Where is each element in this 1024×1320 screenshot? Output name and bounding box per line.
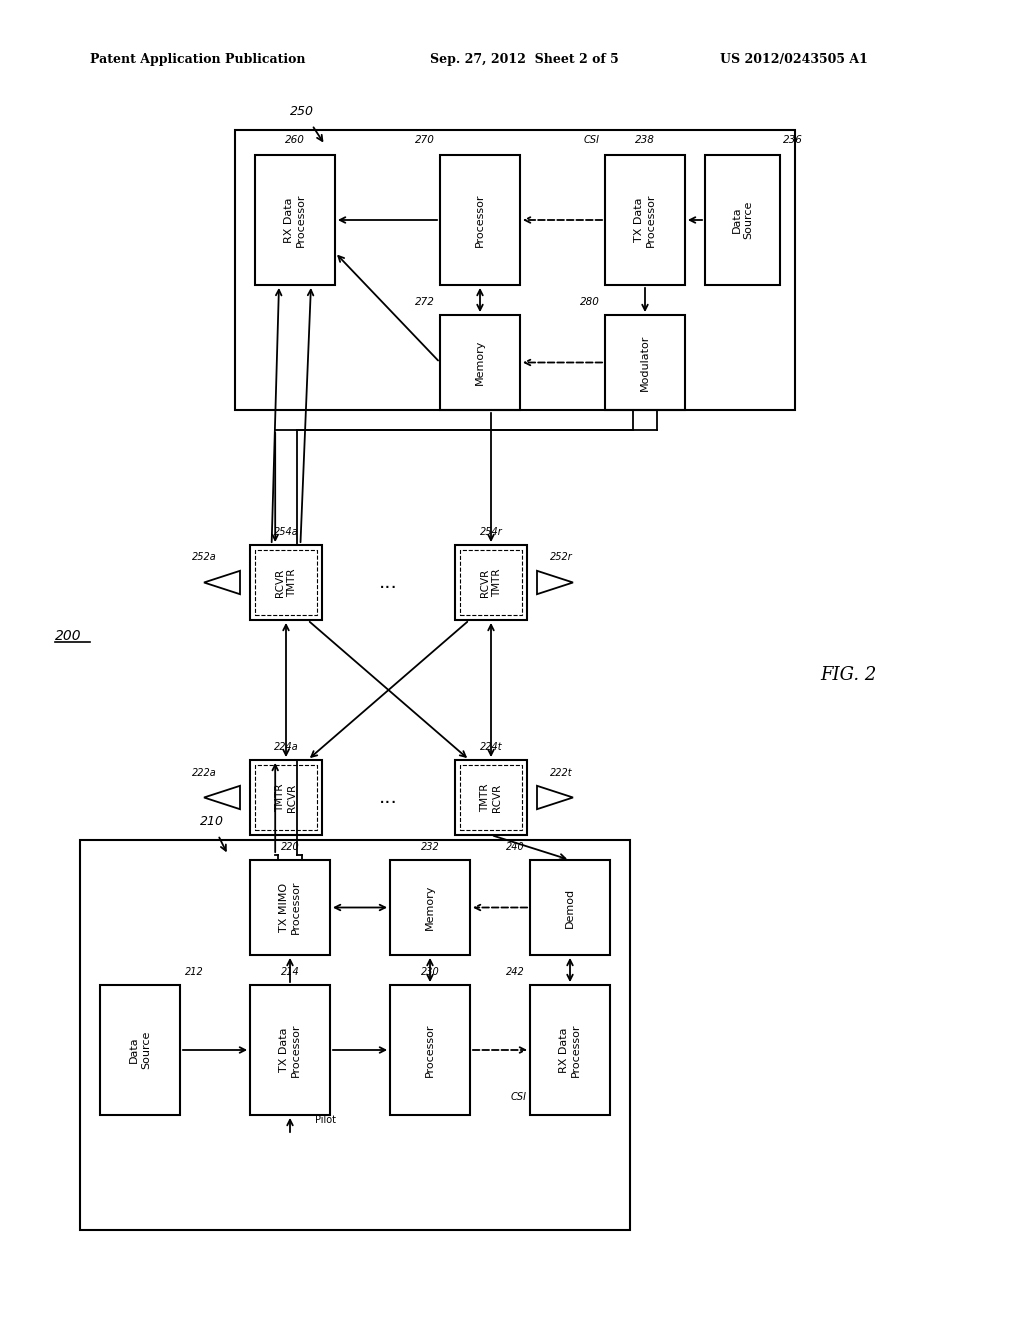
Bar [100, 985, 180, 1115]
Text: 232: 232 [421, 842, 439, 851]
Text: Data
Source: Data Source [732, 201, 754, 239]
Polygon shape [537, 785, 573, 809]
Text: 224t: 224t [479, 742, 503, 752]
Text: 230: 230 [421, 968, 439, 977]
Text: Demod: Demod [565, 887, 575, 928]
Text: Processor: Processor [475, 193, 485, 247]
Bar [250, 545, 322, 620]
Text: ...: ... [379, 788, 398, 807]
Bar [455, 760, 527, 836]
Text: TMTR
RCVR: TMTR RCVR [480, 783, 502, 812]
Text: 242: 242 [506, 968, 525, 977]
Text: 254a: 254a [273, 527, 298, 537]
Bar [255, 550, 317, 615]
Bar [250, 985, 330, 1115]
Bar [530, 985, 610, 1115]
Text: RX Data
Processor: RX Data Processor [285, 193, 306, 247]
Text: 252a: 252a [193, 553, 217, 562]
Bar [705, 154, 780, 285]
Bar [80, 840, 630, 1230]
Text: 260: 260 [285, 135, 305, 145]
Text: 270: 270 [415, 135, 435, 145]
Bar [460, 766, 522, 830]
Text: 212: 212 [185, 968, 204, 977]
Text: Modulator: Modulator [640, 334, 650, 391]
Text: 236: 236 [783, 135, 803, 145]
Text: CSI: CSI [511, 1092, 527, 1102]
Text: 224a: 224a [273, 742, 298, 752]
Text: 272: 272 [415, 297, 435, 308]
Text: 222t: 222t [550, 767, 572, 777]
Text: Processor: Processor [425, 1023, 435, 1077]
Text: 214: 214 [281, 968, 299, 977]
Text: US 2012/0243505 A1: US 2012/0243505 A1 [720, 54, 868, 66]
Bar [255, 766, 317, 830]
Bar [440, 315, 520, 411]
Text: Memory: Memory [475, 339, 485, 385]
Text: 222a: 222a [193, 767, 217, 777]
Text: Pilot: Pilot [315, 1115, 336, 1125]
Text: FIG. 2: FIG. 2 [820, 667, 877, 684]
Text: ...: ... [379, 573, 398, 591]
Text: CSI: CSI [584, 135, 600, 145]
Text: RCVR
TMTR: RCVR TMTR [480, 568, 502, 597]
Text: Memory: Memory [425, 884, 435, 931]
Text: Sep. 27, 2012  Sheet 2 of 5: Sep. 27, 2012 Sheet 2 of 5 [430, 54, 618, 66]
Bar [250, 861, 330, 954]
Polygon shape [204, 570, 240, 594]
Text: TX MIMO
Processor: TX MIMO Processor [280, 880, 301, 935]
Bar [530, 861, 610, 954]
Text: 252r: 252r [550, 553, 572, 562]
Text: Patent Application Publication: Patent Application Publication [90, 54, 305, 66]
Bar [390, 985, 470, 1115]
Bar [255, 154, 335, 285]
Text: RCVR
TMTR: RCVR TMTR [275, 568, 297, 597]
Text: 238: 238 [635, 135, 655, 145]
Bar [605, 315, 685, 411]
Text: Data
Source: Data Source [129, 1031, 151, 1069]
Bar [250, 760, 322, 836]
Bar [440, 154, 520, 285]
Polygon shape [204, 785, 240, 809]
Text: 200: 200 [55, 630, 82, 643]
Bar [460, 550, 522, 615]
Bar [390, 861, 470, 954]
Text: 210: 210 [200, 814, 224, 828]
Text: TX Data
Processor: TX Data Processor [280, 1023, 301, 1077]
Text: 280: 280 [581, 297, 600, 308]
Polygon shape [537, 570, 573, 594]
Bar [234, 129, 795, 411]
Text: TX Data
Processor: TX Data Processor [634, 193, 655, 247]
Bar [455, 545, 527, 620]
Text: 240: 240 [506, 842, 525, 851]
Text: TMTR
RCVR: TMTR RCVR [275, 783, 297, 812]
Bar [605, 154, 685, 285]
Text: RX Data
Processor: RX Data Processor [559, 1023, 581, 1077]
Text: 250: 250 [290, 106, 314, 117]
Text: 220: 220 [281, 842, 299, 851]
Text: 254r: 254r [479, 527, 503, 537]
